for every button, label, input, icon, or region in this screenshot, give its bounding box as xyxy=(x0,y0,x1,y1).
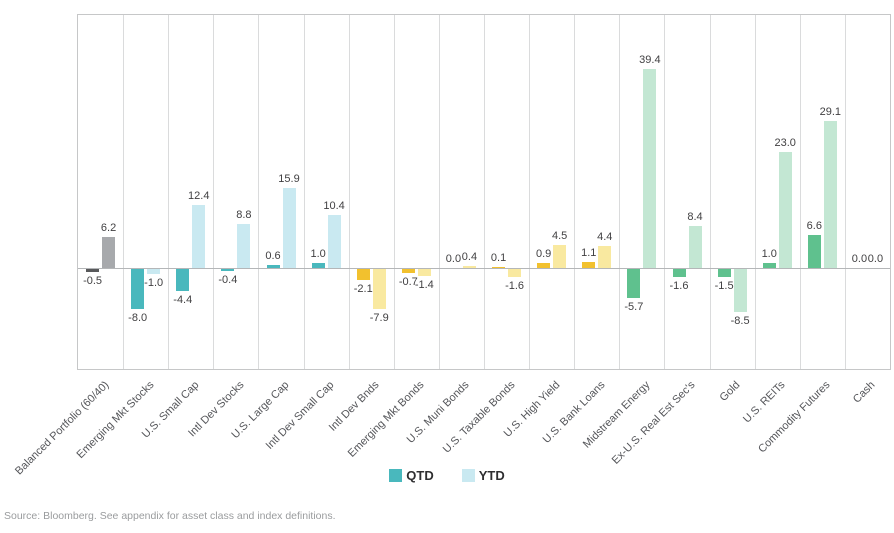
ytd-bar-0 xyxy=(102,236,116,268)
qtd-legend-label: QTD xyxy=(406,468,434,483)
plot-area: -0.5 6.2 -8.0 -1.0 -4.4 12.4 -0.4 8.8 0.6 15.9 1.0… xyxy=(77,14,891,370)
value-label: -8.5 xyxy=(730,314,750,327)
source-note: Source: Bloomberg. See appendix for asse… xyxy=(4,510,336,522)
category-gridline xyxy=(303,15,305,369)
value-label: 8.4 xyxy=(687,210,703,223)
qtd-bar-1 xyxy=(131,269,145,309)
category-gridline xyxy=(619,15,621,369)
value-label: -5.7 xyxy=(624,300,644,313)
value-label: 15.9 xyxy=(278,172,300,185)
value-label: 29.1 xyxy=(819,106,842,119)
qtd-bar-10 xyxy=(537,263,551,269)
value-label: -2.1 xyxy=(353,282,373,295)
value-label: 6.2 xyxy=(100,221,117,234)
category-gridline xyxy=(213,15,215,369)
qtd-bar-11 xyxy=(582,262,596,269)
ytd-bar-10 xyxy=(553,245,567,269)
value-label: 0.4 xyxy=(461,250,478,263)
value-label: -1.6 xyxy=(505,280,525,293)
qtd-bar-5 xyxy=(311,262,325,268)
qtd-bar-13 xyxy=(672,269,686,277)
qtd-legend-swatch xyxy=(389,469,403,482)
ytd-legend-swatch xyxy=(461,469,475,482)
ytd-bar-8 xyxy=(462,265,476,268)
qtd-bar-12 xyxy=(627,269,641,298)
ytd-bar-7 xyxy=(417,269,431,276)
value-label: 1.0 xyxy=(761,247,777,260)
ytd-bar-3 xyxy=(237,223,251,268)
category-gridline xyxy=(754,15,756,369)
ytd-bar-11 xyxy=(598,245,612,268)
category-gridline xyxy=(258,15,260,369)
ytd-bar-16 xyxy=(823,121,837,269)
category-gridline xyxy=(484,15,485,369)
value-label: 0.0 xyxy=(851,253,868,265)
category-gridline xyxy=(348,15,350,369)
value-label: 6.6 xyxy=(806,219,822,232)
qtd-bar-9 xyxy=(492,267,506,269)
category-gridline xyxy=(393,15,395,369)
ytd-legend-label: YTD xyxy=(478,468,505,483)
value-label: 1.1 xyxy=(581,247,597,260)
category-gridline xyxy=(844,15,846,369)
ytd-bar-15 xyxy=(778,151,792,268)
qtd-bar-0 xyxy=(86,269,100,272)
value-label: 8.8 xyxy=(236,208,252,221)
value-label: 39.4 xyxy=(639,54,661,67)
legend-item-qtd: QTD xyxy=(389,468,434,483)
ytd-bar-9 xyxy=(508,269,522,277)
category-gridline xyxy=(123,15,125,369)
qtd-bar-3 xyxy=(221,269,235,271)
ytd-bar-12 xyxy=(643,69,657,269)
value-label: -7.9 xyxy=(369,311,389,324)
chart-legend: QTD YTD xyxy=(0,468,894,483)
qtd-bar-2 xyxy=(176,269,190,291)
value-label: 4.5 xyxy=(552,230,568,243)
ytd-bar-13 xyxy=(688,225,702,268)
ytd-bar-6 xyxy=(372,269,386,309)
ytd-bar-1 xyxy=(147,269,161,274)
value-label: -0.5 xyxy=(83,274,103,287)
value-label: -0.4 xyxy=(218,274,238,287)
value-label: -8.0 xyxy=(128,312,148,325)
category-gridline xyxy=(574,15,576,369)
ytd-bar-2 xyxy=(192,205,206,269)
value-label: 10.4 xyxy=(323,200,345,213)
category-gridline xyxy=(709,15,711,369)
value-label: 0.0 xyxy=(867,253,884,265)
ytd-bar-14 xyxy=(733,269,747,312)
value-label: 12.4 xyxy=(188,190,210,203)
value-label: 1.0 xyxy=(310,247,326,260)
qtd-bar-6 xyxy=(356,269,370,280)
ytd-bar-5 xyxy=(327,215,341,269)
category-gridline xyxy=(168,15,170,369)
ytd-bar-4 xyxy=(282,187,296,268)
qtd-bar-16 xyxy=(807,234,821,268)
value-label: 4.4 xyxy=(597,230,613,243)
value-label: -1.4 xyxy=(414,279,434,292)
category-gridline xyxy=(664,15,666,369)
value-label: 0.0 xyxy=(445,253,462,265)
zero-baseline xyxy=(78,268,890,269)
qtd-bar-4 xyxy=(266,264,280,268)
value-label: 0.1 xyxy=(490,252,507,265)
value-label: 23.0 xyxy=(774,136,796,149)
legend-item-ytd: YTD xyxy=(461,468,505,483)
value-label: -4.4 xyxy=(173,294,193,307)
category-gridline xyxy=(438,15,440,369)
value-label: 0.9 xyxy=(536,248,552,261)
category-gridline xyxy=(799,15,801,369)
category-gridline xyxy=(529,15,531,369)
value-label: -1.0 xyxy=(144,277,164,290)
value-label: -1.6 xyxy=(669,280,689,293)
value-label: 0.6 xyxy=(265,249,281,262)
x-axis-labels: Balanced Portfolio (60/40) Emerging Mkt S… xyxy=(13,371,891,477)
qtd-bar-15 xyxy=(762,262,776,268)
qtd-bar-7 xyxy=(401,269,415,273)
qtd-bar-14 xyxy=(717,269,731,277)
value-label: -0.7 xyxy=(398,275,418,288)
value-label: -1.5 xyxy=(714,279,734,292)
